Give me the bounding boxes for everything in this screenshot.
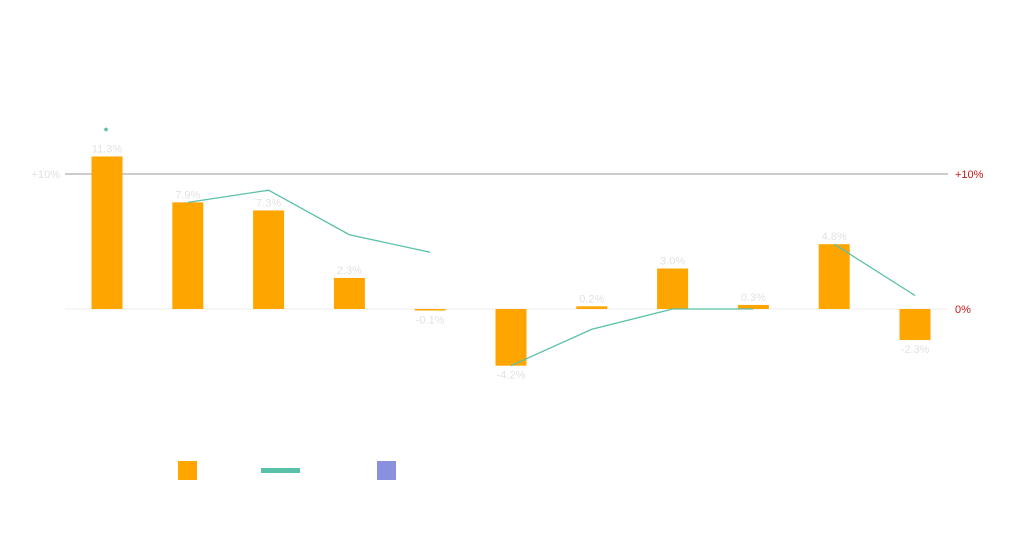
left-axis-tick-label: +10% bbox=[32, 169, 61, 181]
bar bbox=[253, 210, 285, 309]
bar bbox=[91, 156, 123, 309]
bar bbox=[414, 309, 446, 311]
bar-data-label: 2.3% bbox=[337, 265, 362, 277]
bar bbox=[333, 277, 365, 309]
legend-swatch-bar bbox=[178, 461, 197, 480]
bar bbox=[576, 306, 608, 309]
bar bbox=[737, 304, 769, 309]
line-series bbox=[104, 127, 916, 367]
line-series-segment bbox=[833, 243, 916, 297]
bar bbox=[495, 309, 527, 366]
line-series-segment bbox=[510, 308, 754, 367]
bar bbox=[172, 202, 204, 309]
bar bbox=[657, 268, 689, 309]
bar-data-labels: 11.3% 7.9% 7.3% 2.3% -0.1% -4.2% 0.2% 3.0% 0.3% 4… bbox=[92, 143, 930, 381]
line-series-segment bbox=[187, 189, 431, 253]
bar-data-label: 11.3% bbox=[92, 143, 123, 155]
bar-data-label: 4.8% bbox=[822, 231, 847, 243]
bar-data-label: 7.3% bbox=[256, 197, 281, 209]
bar-data-label: -0.1% bbox=[416, 314, 445, 326]
bar-data-label: 3.0% bbox=[660, 256, 685, 268]
line-point bbox=[104, 127, 108, 132]
axis-labels: +10% +10% 0% bbox=[32, 169, 984, 316]
bar bbox=[818, 244, 850, 309]
bar bbox=[899, 309, 931, 341]
right-axis-tick-label: +10% bbox=[955, 169, 984, 181]
bar-data-label: -4.2% bbox=[497, 370, 526, 382]
bar-data-label: 0.3% bbox=[741, 292, 766, 304]
right-axis-tick-label: 0% bbox=[955, 304, 971, 316]
bar-data-label: 7.9% bbox=[175, 189, 200, 201]
bar-data-label: 0.2% bbox=[579, 293, 604, 305]
legend bbox=[178, 461, 396, 480]
legend-swatch-line bbox=[261, 468, 300, 473]
bar-data-label: -2.3% bbox=[901, 344, 930, 356]
legend-swatch-square bbox=[377, 461, 396, 480]
bar-series bbox=[91, 156, 931, 366]
